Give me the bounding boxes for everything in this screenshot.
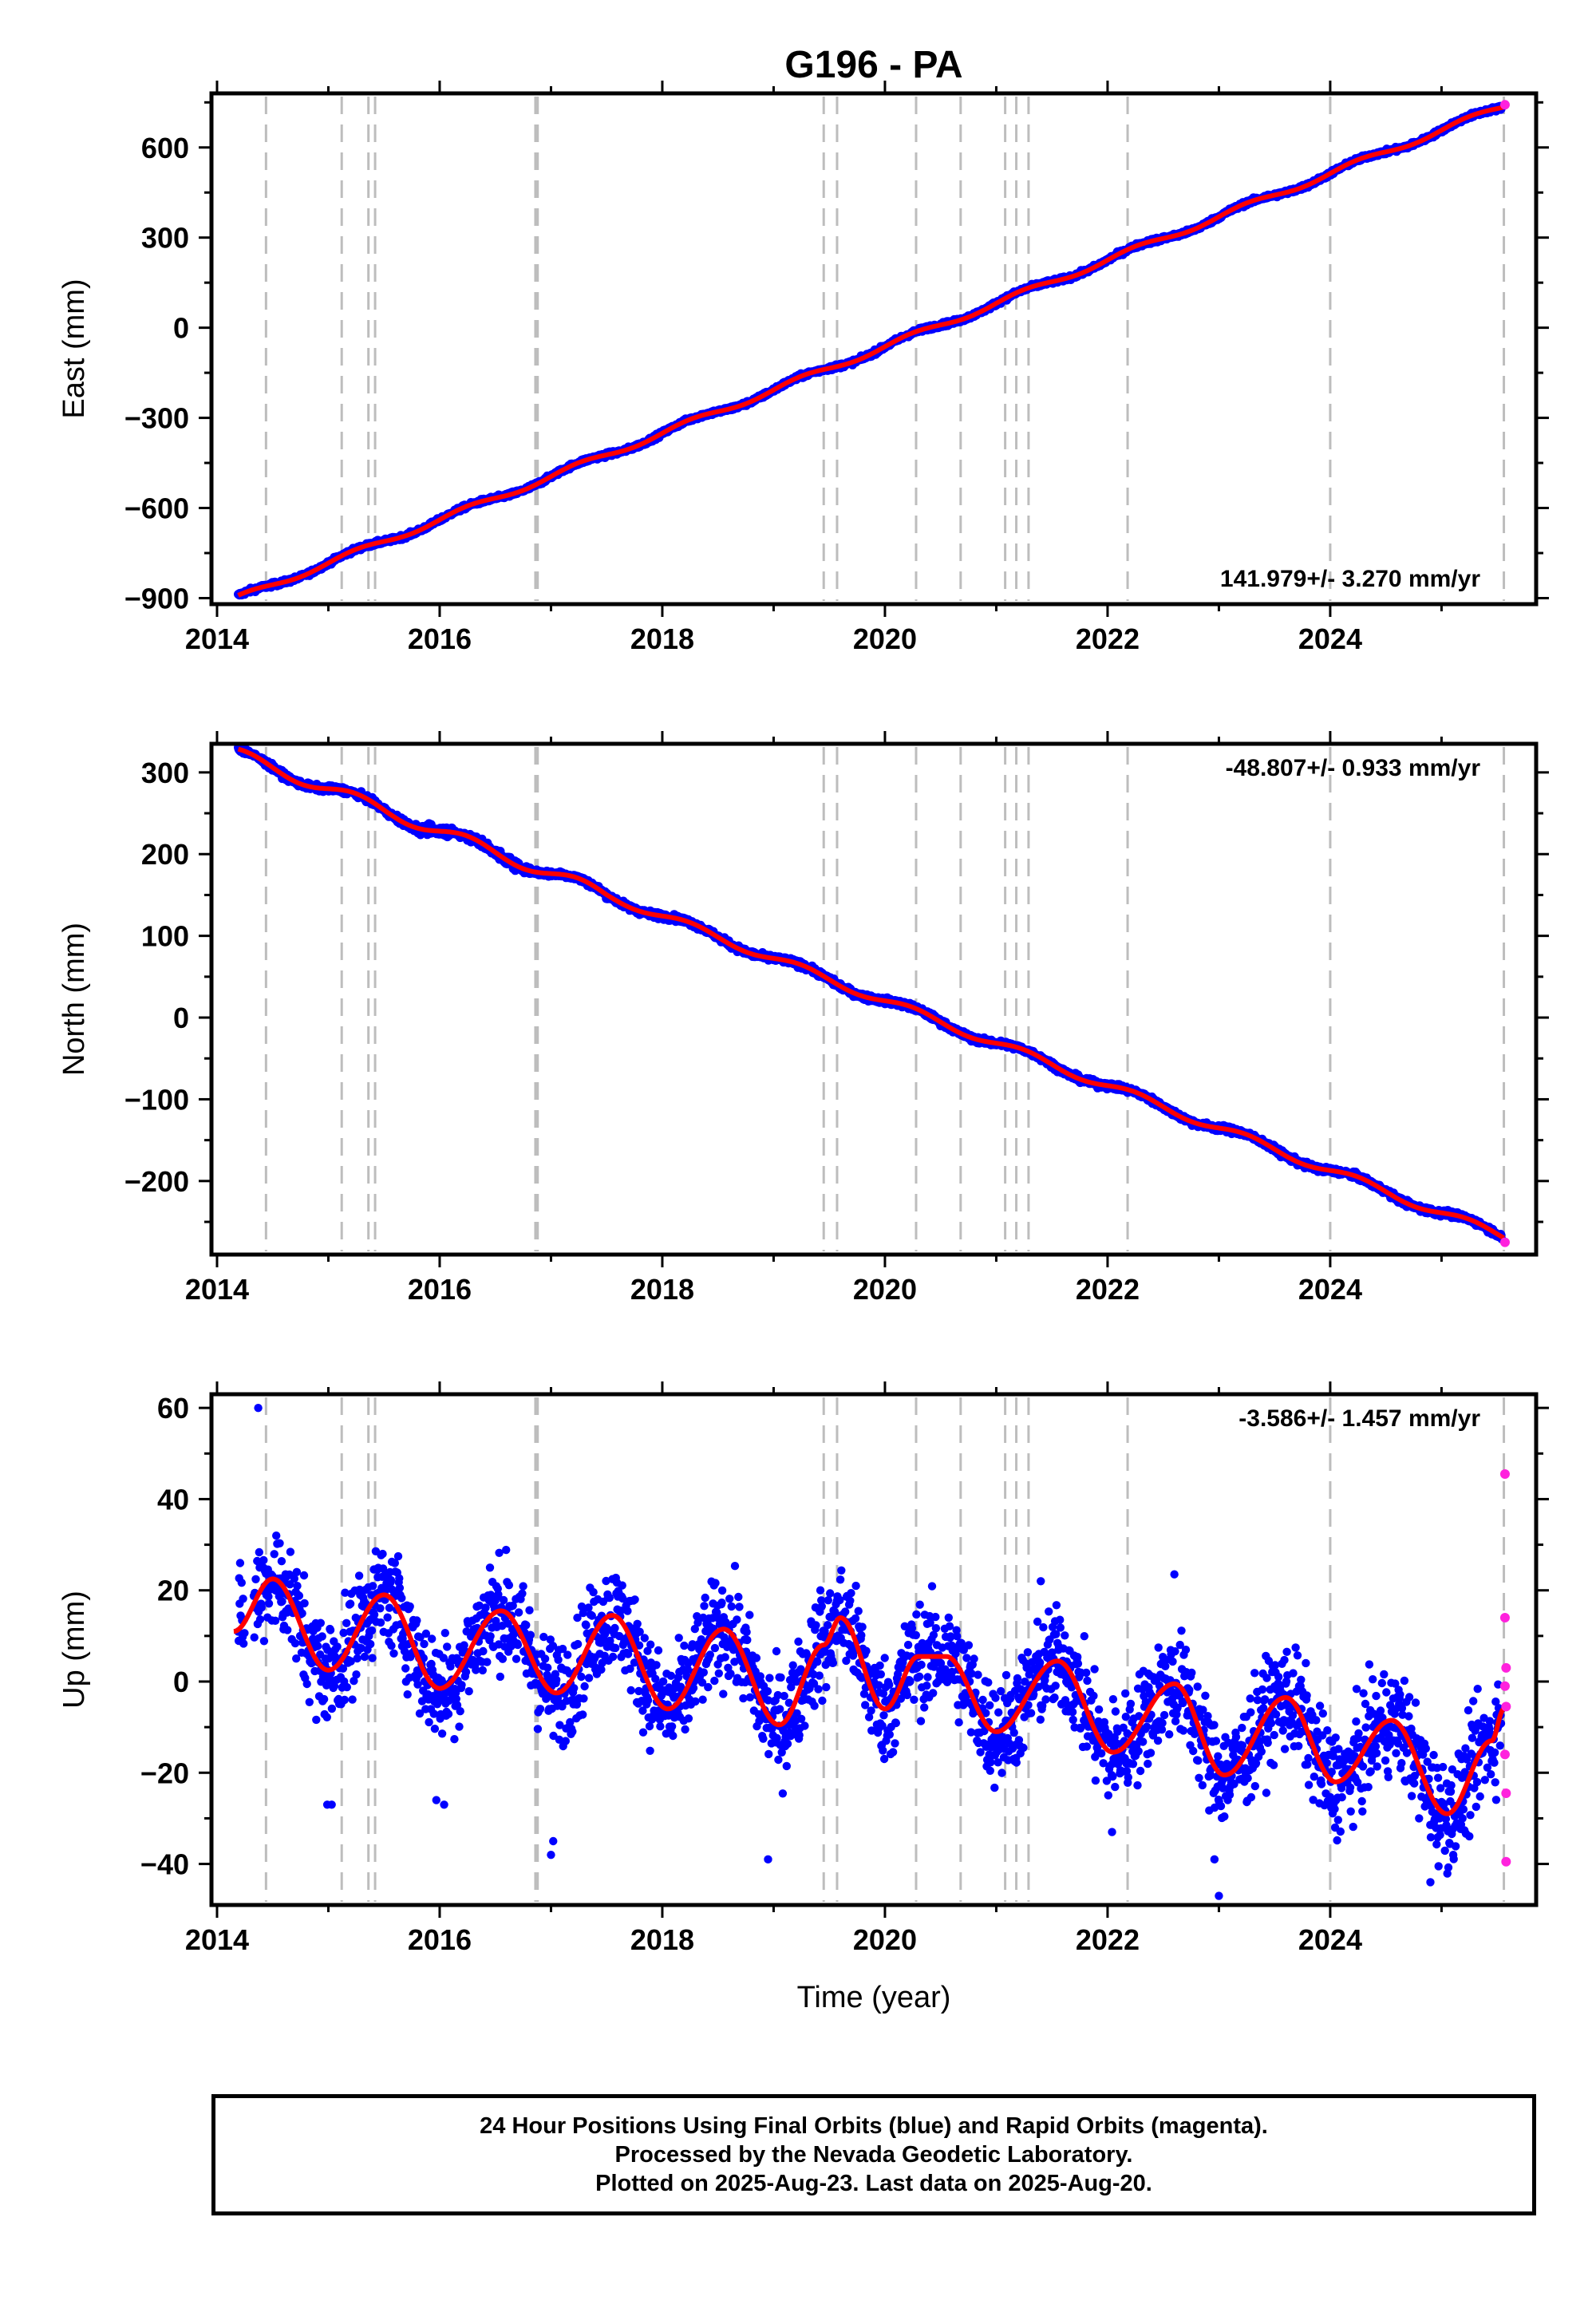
y-axis-label: East (mm) <box>57 279 91 418</box>
east-panel: 2014 2016 2018 2020 2022 2024 −900 −600 −300 0 300… <box>57 81 1549 655</box>
final-orbit-points <box>234 101 1507 600</box>
y-tick-label: 600 <box>141 132 189 164</box>
y-tick-label: 300 <box>141 222 189 255</box>
y-tick-label: 0 <box>173 312 189 345</box>
x-tick-label: 2014 <box>185 622 249 655</box>
event-lines <box>264 747 1506 1251</box>
rate-label: 141.979+/- 3.270 mm/yr <box>1220 566 1480 592</box>
rapid-point <box>1499 100 1510 110</box>
event-lines <box>264 97 1506 601</box>
y-tick-label: −300 <box>124 402 189 435</box>
chart-title: G196 - PA <box>784 44 962 86</box>
y-tick-label: −600 <box>124 492 189 525</box>
x-tick-label: 2024 <box>1298 622 1362 655</box>
x-tick-label: 2016 <box>408 622 472 655</box>
x-tick-label: 2022 <box>1076 622 1140 655</box>
y-tick-label: −900 <box>124 582 189 615</box>
x-tick-label: 2020 <box>853 622 917 655</box>
x-tick-label: 2018 <box>630 622 694 655</box>
model-fit-line <box>236 105 1506 598</box>
north-panel: 2014 2016 2018 2020 2022 2024−200−10001002003… <box>57 731 1549 1306</box>
panel-frame <box>209 91 1539 607</box>
